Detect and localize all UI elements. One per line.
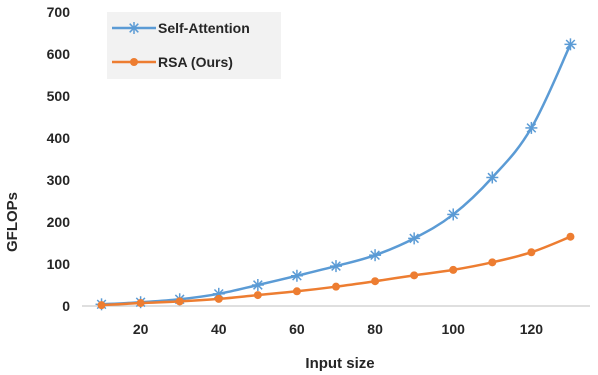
data-point bbox=[253, 291, 262, 300]
legend-item: RSA (Ours) bbox=[112, 54, 233, 70]
legend-label: Self-Attention bbox=[158, 20, 250, 36]
data-point bbox=[251, 279, 264, 291]
x-tick-label: 120 bbox=[520, 321, 544, 337]
legend: Self-Attention RSA (Ours) bbox=[107, 12, 281, 79]
data-point bbox=[290, 269, 303, 282]
y-tick-label: 300 bbox=[47, 172, 71, 188]
legend-box bbox=[107, 12, 281, 79]
y-tick-label: 500 bbox=[47, 88, 71, 104]
series-layer bbox=[95, 38, 577, 311]
data-point bbox=[332, 282, 340, 291]
data-point bbox=[564, 38, 577, 51]
y-tick-label: 100 bbox=[47, 256, 71, 272]
x-tick-label: 80 bbox=[367, 321, 383, 337]
data-point bbox=[175, 297, 184, 306]
x-axis-title: Input size bbox=[305, 355, 374, 372]
data-point bbox=[447, 208, 460, 221]
legend-marker bbox=[128, 22, 140, 34]
data-point bbox=[214, 294, 223, 303]
data-point bbox=[486, 171, 499, 184]
y-tick-label: 200 bbox=[47, 214, 71, 230]
y-axis-ticks: 0 100 200 300 400 500 600 700 bbox=[47, 4, 71, 314]
legend-item: Self-Attention bbox=[112, 20, 250, 36]
y-tick-label: 0 bbox=[62, 298, 70, 314]
data-point bbox=[330, 260, 342, 273]
y-tick-label: 700 bbox=[47, 4, 71, 20]
data-point bbox=[408, 232, 421, 245]
y-axis-title: GFLOPs bbox=[4, 192, 21, 252]
y-tick-label: 600 bbox=[47, 46, 71, 62]
data-point bbox=[488, 258, 497, 267]
x-axis-ticks: 20 40 60 80 100 120 bbox=[133, 321, 543, 337]
data-point bbox=[527, 248, 536, 257]
x-tick-label: 40 bbox=[211, 321, 227, 337]
legend-marker bbox=[130, 58, 138, 66]
y-tick-label: 400 bbox=[47, 130, 71, 146]
data-point bbox=[525, 121, 538, 134]
x-tick-label: 20 bbox=[133, 321, 149, 337]
data-point bbox=[566, 232, 575, 241]
data-point bbox=[371, 277, 380, 286]
data-point bbox=[410, 271, 419, 280]
series-self-attention bbox=[95, 38, 577, 311]
x-tick-label: 100 bbox=[442, 321, 466, 337]
legend-label: RSA (Ours) bbox=[158, 54, 233, 70]
data-point bbox=[292, 287, 301, 296]
x-tick-label: 60 bbox=[289, 321, 305, 337]
data-point bbox=[136, 299, 145, 308]
data-point bbox=[369, 249, 382, 262]
series-rsa bbox=[97, 232, 575, 310]
data-point bbox=[449, 265, 458, 274]
data-point bbox=[97, 301, 106, 310]
